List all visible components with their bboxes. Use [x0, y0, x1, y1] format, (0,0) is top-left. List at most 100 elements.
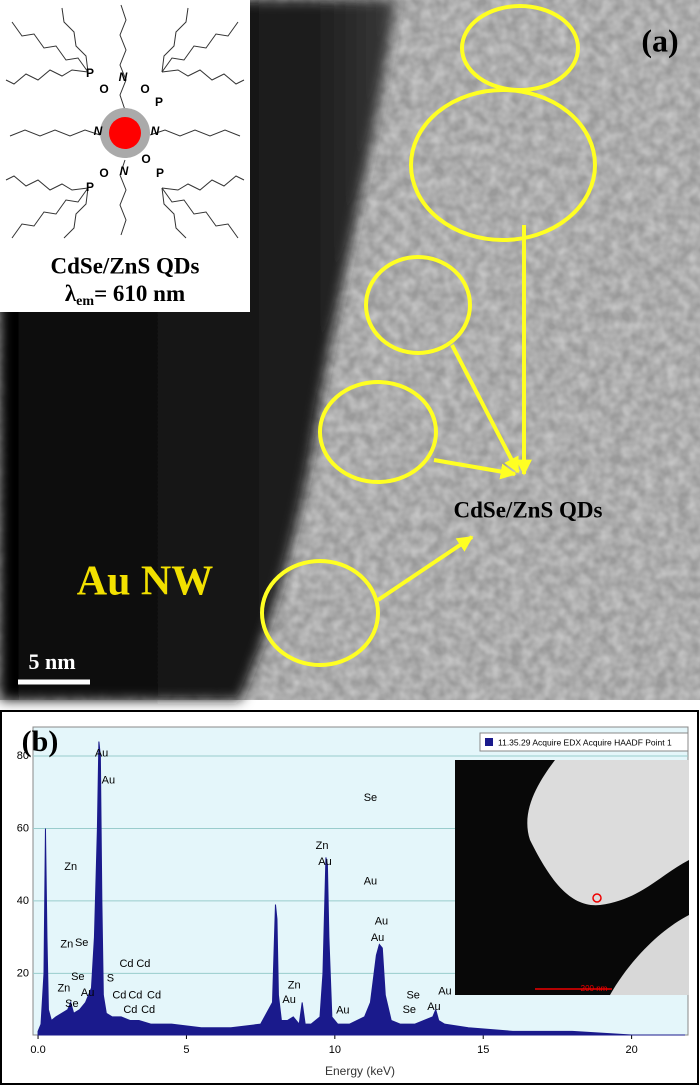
peak-label: Cd [119, 958, 133, 970]
peak-label: Au [371, 932, 384, 944]
panel-label: (b) [22, 725, 59, 758]
arrow [433, 458, 517, 480]
ligand [161, 69, 245, 85]
ligand [161, 187, 187, 239]
ligand [119, 4, 127, 111]
ligand [161, 21, 239, 73]
inset-emission: λem= 610 nm [65, 281, 185, 309]
legend-label: 11.35.29 Acquire EDX Acquire HAADF Point… [498, 737, 672, 747]
qd-core [109, 117, 141, 149]
arrow [450, 344, 520, 474]
ligand [5, 69, 89, 85]
qd-ellipse [318, 380, 438, 484]
peak-label: Au [364, 876, 377, 888]
peak-label: Zn [64, 861, 77, 873]
peak-label: Se [75, 937, 88, 949]
haadf-wire [527, 760, 689, 906]
peak-label: Au [95, 747, 108, 759]
x-tick-label: 0.0 [30, 1044, 45, 1056]
haadf-scale-label: 200 nm [581, 984, 608, 993]
x-tick-label: 10 [329, 1044, 341, 1056]
haadf-point [592, 893, 602, 903]
atom-label: O [99, 82, 108, 96]
peak-label: Au [318, 856, 331, 868]
peak-label: Au [102, 775, 115, 787]
atom-label: O [140, 82, 149, 96]
annotation: CdSe/ZnS QDs [454, 497, 603, 522]
arrow [376, 535, 474, 602]
peak-label: Se [71, 971, 84, 983]
atom-label: N [151, 124, 160, 138]
emission-text: = 610 nm [94, 281, 185, 306]
ligand [9, 129, 101, 137]
y-tick-label: 40 [17, 895, 29, 907]
haadf-wire [610, 915, 689, 995]
qd-ellipse [409, 88, 597, 242]
ligand [161, 187, 239, 239]
ligand [11, 187, 89, 239]
y-tick-label: 60 [17, 822, 29, 834]
spectrum [37, 741, 686, 1036]
peak-label: Cd [112, 989, 126, 1001]
ligand [63, 187, 89, 239]
atom-label: N [94, 124, 103, 138]
peak-label: Se [403, 1004, 416, 1016]
ligand [149, 129, 241, 137]
x-axis-label: Energy (keV) [325, 1064, 395, 1078]
atom-label: N [120, 164, 129, 178]
peak-label: Se [65, 998, 78, 1010]
y-tick-label: 80 [17, 750, 29, 762]
ligand [161, 7, 189, 73]
legend-box [479, 732, 689, 752]
peak-label: Se [364, 792, 377, 804]
region-label: Au NW [77, 559, 214, 605]
peak-label: Cd [123, 1004, 137, 1016]
peak-label: Se [406, 989, 419, 1001]
ligands [5, 4, 245, 239]
legend-swatch [485, 738, 493, 746]
qd-markers [260, 4, 597, 667]
peak-label: Zn [60, 939, 73, 951]
peak-label: Zn [288, 980, 301, 992]
atom-label: P [86, 180, 94, 194]
atom-label: P [155, 95, 163, 109]
peak-label: Au [81, 987, 94, 999]
atom-label: P [86, 66, 94, 80]
subscript: em [76, 294, 94, 309]
atom-label: P [156, 166, 164, 180]
atom-label: N [119, 70, 128, 84]
x-tick-label: 5 [183, 1044, 189, 1056]
peak-label: Au [282, 994, 295, 1006]
atom-label: O [141, 152, 150, 166]
ligand [119, 159, 127, 236]
peak-label: S [107, 973, 114, 985]
panel-label: (a) [641, 22, 678, 58]
symbol: λ [65, 281, 77, 306]
peak-label: Cd [128, 989, 142, 1001]
peak-label: Au [336, 1005, 349, 1017]
ligand [61, 7, 89, 73]
qd-ellipse [364, 255, 472, 355]
peak-label: Cd [141, 1004, 155, 1016]
peak-label: Zn [57, 983, 70, 995]
ligand [5, 175, 89, 191]
atom-label: O [99, 166, 108, 180]
peak-label: Au [427, 1001, 440, 1013]
panel-a: (a) CdSe/ZnS QDs Au NW 5 nm [0, 0, 700, 700]
peak-label: Au [438, 985, 451, 997]
ligand [161, 175, 245, 191]
inset-title: CdSe/ZnS QDs [51, 253, 200, 278]
qd-ellipse [260, 559, 380, 667]
x-tick-label: 20 [625, 1044, 637, 1056]
x-tick-label: 15 [477, 1044, 489, 1056]
ligand [11, 21, 89, 73]
peak-label: Cd [147, 989, 161, 1001]
scale-bar-label: 5 nm [28, 649, 75, 674]
peak-label: Zn [316, 840, 329, 852]
peak-label: Cd [136, 958, 150, 970]
